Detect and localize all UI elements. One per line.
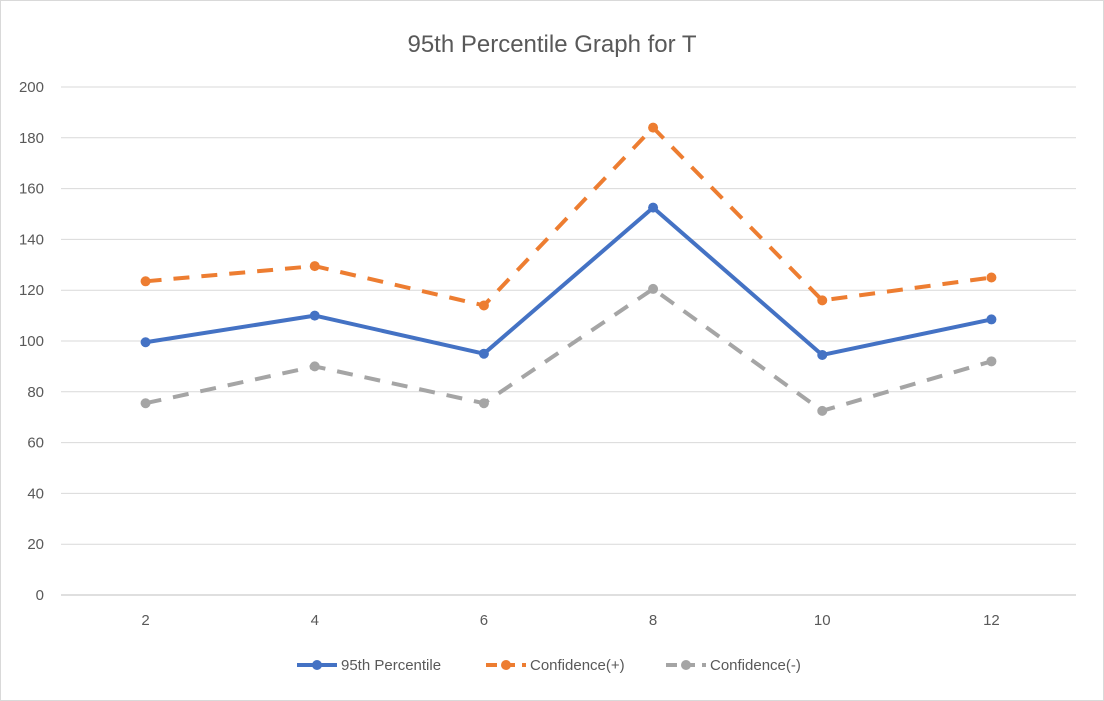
data-point: [478, 348, 489, 359]
series-line: [145, 286, 992, 413]
legend-marker: [501, 660, 511, 670]
series-2: [140, 122, 997, 311]
data-point: [986, 272, 997, 283]
y-tick-label: 120: [19, 282, 44, 299]
x-axis-ticks: 2 4 6 8 10 12: [141, 612, 999, 629]
legend-item: Confidence(-): [666, 657, 801, 674]
data-point: [986, 314, 997, 325]
legend-marker: [312, 660, 322, 670]
data-point: [309, 310, 320, 321]
series-3: [140, 283, 997, 416]
legend-marker: [681, 660, 691, 670]
x-tick-label: 8: [649, 612, 657, 629]
legend-label: Confidence(+): [530, 657, 625, 674]
data-point: [648, 283, 659, 294]
x-tick-label: 12: [983, 612, 1000, 629]
y-tick-label: 0: [36, 587, 44, 604]
chart-title: 95th Percentile Graph for T: [407, 31, 696, 58]
data-point: [309, 261, 320, 272]
data-point: [648, 202, 659, 213]
legend-item: Confidence(+): [486, 657, 625, 674]
legend: 95th Percentile Confidence(+) Confidence(-…: [297, 657, 801, 674]
data-point: [140, 398, 151, 409]
legend-item: 95th Percentile: [297, 657, 441, 674]
data-point: [817, 405, 828, 416]
x-tick-label: 6: [480, 612, 488, 629]
y-tick-label: 60: [27, 435, 44, 452]
data-point: [817, 295, 828, 306]
y-tick-label: 100: [19, 333, 44, 350]
data-point: [140, 337, 151, 348]
data-point: [140, 276, 151, 287]
series-1: [140, 202, 997, 360]
x-tick-label: 4: [311, 612, 319, 629]
data-point: [309, 361, 320, 372]
series-lines: [140, 122, 997, 416]
data-point: [817, 349, 828, 360]
data-point: [648, 122, 659, 133]
gridlines: [61, 86, 1076, 596]
data-point: [478, 300, 489, 311]
data-point: [986, 356, 997, 367]
legend-label: Confidence(-): [710, 657, 801, 674]
y-tick-label: 180: [19, 130, 44, 147]
x-tick-label: 10: [814, 612, 831, 629]
y-tick-label: 160: [19, 181, 44, 198]
y-tick-label: 40: [27, 485, 44, 502]
y-tick-label: 200: [19, 79, 44, 96]
series-line: [143, 205, 994, 357]
data-point: [478, 398, 489, 409]
y-tick-label: 140: [19, 231, 44, 248]
y-axis-ticks: 0 20 40 60 80 100 120 140 160 180 200: [19, 79, 44, 604]
y-tick-label: 20: [27, 536, 44, 553]
series-line: [145, 125, 992, 308]
legend-label: 95th Percentile: [341, 657, 441, 674]
y-tick-label: 80: [27, 384, 44, 401]
x-tick-label: 2: [141, 612, 149, 629]
